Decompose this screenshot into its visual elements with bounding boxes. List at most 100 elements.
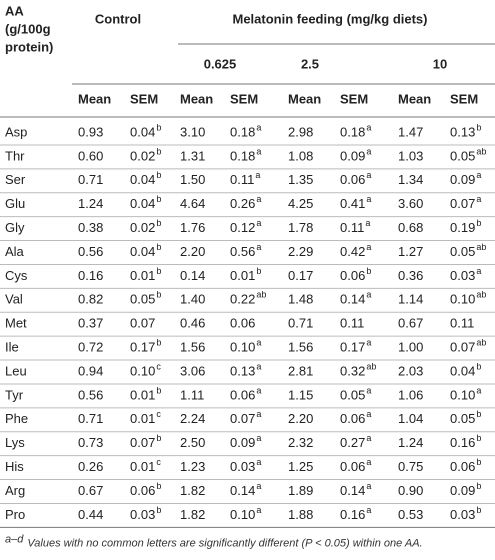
dose-header: 0.625	[204, 56, 237, 71]
cell-superscript: ab	[476, 146, 486, 156]
cell-superscript: b	[156, 433, 161, 443]
cell-value: 0.06	[340, 459, 365, 474]
cell-value: 4.25	[288, 196, 313, 211]
cell-superscript: a	[366, 122, 371, 132]
aa-name: Asp	[5, 124, 27, 139]
cell-value: 0.46	[180, 316, 205, 331]
cell-superscript: a	[256, 433, 261, 443]
cell-value: 1.08	[288, 148, 313, 163]
cell-value: 0.05	[450, 411, 475, 426]
cell-superscript: a	[256, 337, 261, 347]
cell-value: 1.82	[180, 507, 205, 522]
cell-value: 0.17	[340, 340, 365, 355]
cell-value: 0.38	[78, 220, 103, 235]
cell-value: 0.60	[78, 148, 103, 163]
group-header: Melatonin feeding (mg/kg diets)	[232, 11, 427, 26]
cell-value: 0.67	[398, 316, 423, 331]
aa-header: AA	[5, 3, 24, 18]
cell-value: 2.29	[288, 244, 313, 259]
cell-superscript: b	[366, 266, 371, 276]
cell-value: 0.44	[78, 507, 103, 522]
cell-value: 2.81	[288, 363, 313, 378]
cell-superscript: b	[156, 242, 161, 252]
cell-value: 1.76	[180, 220, 205, 235]
cell-value: 0.04	[130, 196, 155, 211]
cell-value: 0.53	[398, 507, 423, 522]
cell-value: 1.40	[180, 292, 205, 307]
cell-superscript: b	[476, 361, 481, 371]
cell-superscript: a	[256, 218, 261, 228]
cell-value: 1.31	[180, 148, 205, 163]
cell-value: 0.05	[130, 292, 155, 307]
cell-value: 0.41	[340, 196, 365, 211]
cell-value: 0.67	[78, 483, 103, 498]
cell-value: 3.06	[180, 363, 205, 378]
cell-superscript: a	[256, 409, 261, 419]
aa-name: Val	[5, 292, 23, 307]
cell-value: 0.14	[180, 268, 205, 283]
column-header: Mean	[288, 91, 321, 106]
cell-value: 2.32	[288, 435, 313, 450]
cell-superscript: a	[256, 146, 261, 156]
cell-superscript: a	[476, 170, 481, 180]
cell-value: 1.25	[288, 459, 313, 474]
cell-superscript: b	[156, 505, 161, 515]
aa-name: Glu	[5, 196, 25, 211]
cell-value: 0.10	[230, 507, 255, 522]
cell-value: 0.01	[230, 268, 255, 283]
cell-superscript: a	[256, 242, 261, 252]
cell-value: 1.15	[288, 387, 313, 402]
cell-value: 4.64	[180, 196, 205, 211]
cell-value: 0.13	[450, 124, 475, 139]
cell-superscript: b	[156, 146, 161, 156]
cell-value: 0.07	[230, 411, 255, 426]
cell-value: 2.03	[398, 363, 423, 378]
cell-superscript: b	[156, 266, 161, 276]
aa-name: Leu	[5, 363, 27, 378]
cell-value: 0.12	[230, 220, 255, 235]
aa-name: Thr	[5, 148, 25, 163]
cell-superscript: ab	[476, 337, 486, 347]
cell-value: 0.93	[78, 124, 103, 139]
cell-superscript: b	[156, 481, 161, 491]
cell-value: 0.11	[230, 172, 254, 187]
cell-superscript: b	[156, 170, 161, 180]
cell-value: 0.01	[130, 387, 155, 402]
cell-superscript: ab	[476, 242, 486, 252]
cell-value: 0.90	[398, 483, 423, 498]
cell-value: 1.89	[288, 483, 313, 498]
cell-superscript: a	[366, 433, 371, 443]
cell-superscript: b	[156, 218, 161, 228]
cell-value: 2.50	[180, 435, 205, 450]
cell-value: 0.18	[340, 124, 365, 139]
cell-value: 0.42	[340, 244, 365, 259]
cell-superscript: a	[366, 457, 371, 467]
cell-value: 0.17	[130, 340, 155, 355]
cell-value: 2.24	[180, 411, 205, 426]
column-header: SEM	[130, 91, 158, 106]
aa-header: protein)	[5, 39, 53, 54]
cell-value: 1.00	[398, 340, 423, 355]
cell-value: 0.10	[130, 363, 155, 378]
cell-value: 0.01	[130, 411, 155, 426]
cell-superscript: a	[256, 385, 261, 395]
cell-value: 1.23	[180, 459, 205, 474]
cell-value: 0.19	[450, 220, 475, 235]
cell-superscript: b	[156, 385, 161, 395]
cell-value: 1.56	[180, 340, 205, 355]
cell-value: 0.71	[78, 411, 103, 426]
cell-value: 0.11	[340, 220, 364, 235]
footnote: Values with no common letters are signif…	[27, 537, 422, 549]
cell-value: 0.06	[340, 268, 365, 283]
aa-name: Tyr	[5, 387, 24, 402]
cell-value: 0.06	[340, 411, 365, 426]
cell-value: 0.16	[340, 507, 365, 522]
aa-name: Ile	[5, 340, 19, 355]
cell-value: 1.82	[180, 483, 205, 498]
cell-value: 1.35	[288, 172, 313, 187]
cell-value: 0.07	[450, 196, 475, 211]
cell-superscript: b	[476, 409, 481, 419]
cell-superscript: a	[366, 290, 371, 300]
cell-superscript: a	[366, 385, 371, 395]
